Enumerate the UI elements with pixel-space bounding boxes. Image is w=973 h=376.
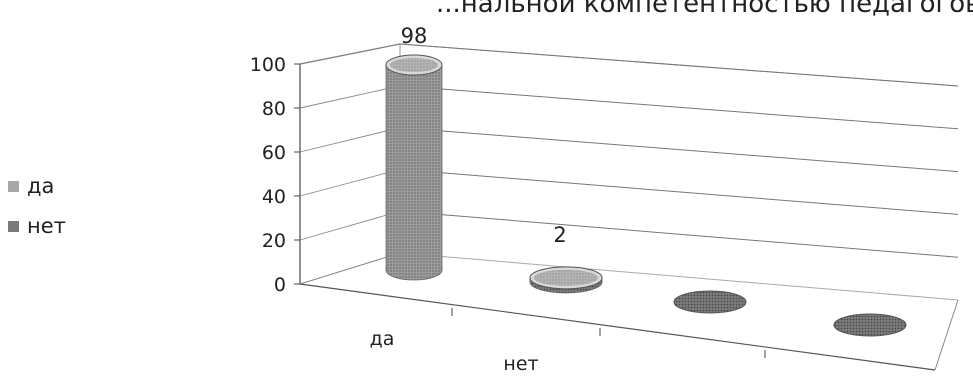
bar-3 xyxy=(674,291,746,313)
legend-swatch-da xyxy=(8,181,19,192)
y-tick-label: 20 xyxy=(262,230,286,252)
legend-swatch-net xyxy=(8,221,19,232)
legend-item-net: нет xyxy=(8,206,66,246)
legend-label-da: да xyxy=(27,174,54,198)
y-tick-label: 0 xyxy=(274,274,286,296)
chart-title-fragment: ...нальной компетентностью педагогов % xyxy=(436,0,973,19)
legend-label-net: нет xyxy=(27,214,66,238)
side-wall xyxy=(300,44,400,284)
bar-2 xyxy=(530,267,602,293)
bars xyxy=(386,55,906,336)
x-tick-label: нет xyxy=(503,353,538,375)
data-label: 98 xyxy=(401,24,428,48)
legend: да нет xyxy=(8,166,66,246)
y-tick-label: 100 xyxy=(250,54,286,76)
y-tick-label: 40 xyxy=(262,186,286,208)
data-label: 2 xyxy=(553,223,566,247)
x-tick-label: да xyxy=(370,328,395,350)
x-axis-labels: да нет xyxy=(370,328,539,375)
y-axis-ticks: 0 20 40 60 80 100 xyxy=(250,54,300,296)
bar-4 xyxy=(834,314,906,336)
y-tick-label: 60 xyxy=(262,142,286,164)
bar-1 xyxy=(386,55,442,280)
legend-item-da: да xyxy=(8,166,66,206)
y-tick-label: 80 xyxy=(262,98,286,120)
back-wall xyxy=(400,44,958,253)
